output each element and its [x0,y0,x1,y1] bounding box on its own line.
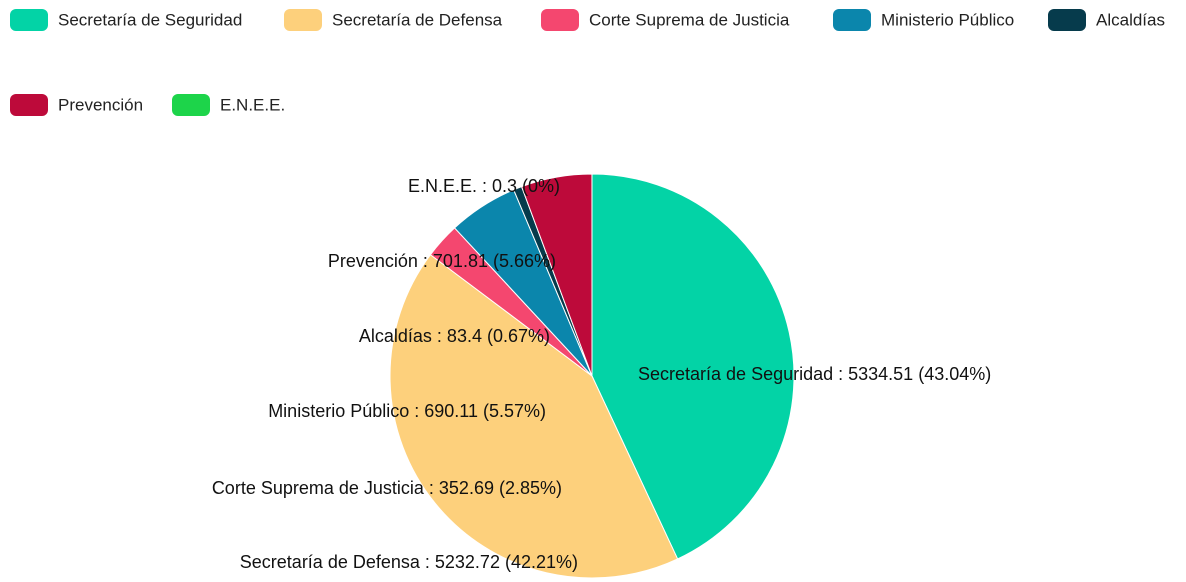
legend-swatch[interactable] [10,94,48,116]
legend-label[interactable]: Ministerio Público [881,10,1014,29]
legend-swatch[interactable] [10,9,48,31]
legend-swatch[interactable] [833,9,871,31]
legend-label[interactable]: E.N.E.E. [220,95,285,114]
legend-label[interactable]: Alcaldías [1096,10,1165,29]
legend-label[interactable]: Secretaría de Seguridad [58,10,242,29]
data-label: Corte Suprema de Justicia : 352.69 (2.85… [212,478,562,498]
legend-label[interactable]: Secretaría de Defensa [332,10,503,29]
data-label: Prevención : 701.81 (5.66%) [328,251,556,271]
pie-slice [389,254,679,579]
legend-swatch[interactable] [284,9,322,31]
legend-swatch[interactable] [1048,9,1086,31]
data-label: E.N.E.E. : 0.3 (0%) [408,176,560,196]
data-label: Secretaría de Defensa : 5232.72 (42.21%) [240,552,578,572]
data-label: Secretaría de Seguridad : 5334.51 (43.04… [638,364,991,384]
legend-swatch[interactable] [541,9,579,31]
data-label: Alcaldías : 83.4 (0.67%) [359,326,550,346]
data-label: Ministerio Público : 690.11 (5.57%) [268,401,546,421]
legend-label[interactable]: Prevención [58,95,143,114]
legend-label[interactable]: Corte Suprema de Justicia [589,10,790,29]
legend-swatch[interactable] [172,94,210,116]
pie-slice [591,173,795,560]
